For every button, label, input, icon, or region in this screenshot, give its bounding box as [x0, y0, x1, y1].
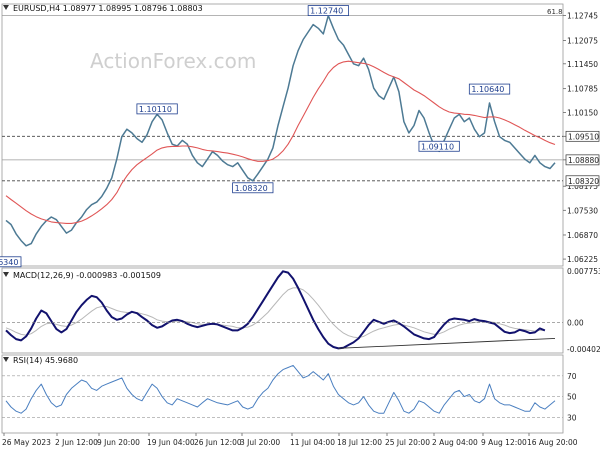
- x-tick-label: 2 Aug 04:00: [432, 438, 478, 447]
- price-line: [5, 14, 556, 247]
- macd-panel: [2, 270, 563, 350]
- macd-menu-icon[interactable]: [3, 272, 9, 277]
- price-annotation-box: [307, 5, 349, 16]
- x-tick-label: 26 Jun 12:00: [194, 438, 242, 447]
- x-tick-label: 19 Jun 04:00: [147, 438, 195, 447]
- price-frame: [1, 3, 564, 267]
- chart-menu-icon[interactable]: [3, 5, 9, 10]
- x-tick-label: 9 Aug 12:00: [481, 438, 527, 447]
- price-tick-label: 1.10785: [567, 85, 598, 94]
- macd-tick-label: 0.007753: [567, 267, 600, 276]
- moving-average-line: [5, 60, 556, 224]
- price-annotation-box: [468, 83, 511, 95]
- panel-frames: [1, 3, 564, 434]
- rsi-label: RSI(14) 45.9680: [13, 356, 78, 365]
- price-tick-label: 1.11450: [567, 60, 598, 69]
- x-tick-label: 9 Jun 20:00: [97, 438, 140, 447]
- price-tick-label: 1.07530: [567, 206, 598, 215]
- rsi-tick-label: 30: [567, 413, 577, 422]
- price-annotation-box: [418, 140, 460, 152]
- rsi-menu-icon[interactable]: [3, 357, 9, 362]
- price-annotation-box: [232, 182, 274, 194]
- x-tick-label: 2 Jun 12:00: [55, 438, 98, 447]
- price-tick-label: 1.12075: [567, 36, 598, 45]
- price-tick-label: 1.10150: [567, 108, 598, 117]
- x-tick-label: 26 May 2023: [2, 438, 51, 447]
- price-level-box: [565, 175, 600, 187]
- price-annotation-box: [136, 103, 178, 115]
- x-tick-label: 18 Jul 12:00: [337, 438, 382, 447]
- price-level-label: 1.08320: [568, 177, 599, 186]
- rsi-tick-label: 70: [567, 372, 577, 381]
- x-tick-label: 25 Jul 20:00: [385, 438, 430, 447]
- price-tick-label: 1.06870: [567, 231, 598, 240]
- x-tick-label: 11 Jul 04:00: [290, 438, 335, 447]
- price-annotation-label: 1.08320: [235, 184, 268, 193]
- rsi-tick-label: 50: [567, 393, 577, 402]
- rsi-panel: [2, 364, 563, 418]
- rsi-frame: [1, 354, 564, 434]
- axes: 1.12745 1.12075 1.11450 1.10785 1.10150 1.095…: [2, 11, 600, 447]
- price-annotation-label: 1.10640: [471, 85, 504, 94]
- watermark: ActionForex.com: [90, 49, 256, 73]
- price-level-box: [565, 130, 600, 142]
- macd-signal-line: [5, 287, 545, 339]
- price-annotation-label: 1.09110: [421, 142, 454, 151]
- price-tick-label: 1.06225: [567, 255, 598, 264]
- price-level-label: 1.09510: [568, 132, 599, 141]
- grid-lines: [2, 15, 563, 182]
- price-annotation-label: 1.10110: [139, 105, 172, 114]
- price-panel: [5, 14, 556, 247]
- macd-label: MACD(12,26,9) -0.000983 -0.001509: [13, 271, 161, 280]
- chart-title: EURUSD,H4 1.08977 1.08995 1.08796 1.0880…: [13, 4, 203, 13]
- macd-trendline: [338, 337, 556, 349]
- price-annotation-box: [0, 256, 22, 268]
- price-level-box: [565, 154, 600, 166]
- x-tick-label: 3 Jul 20:00: [240, 438, 280, 447]
- x-tick-label: 16 Aug 20:00: [527, 438, 578, 447]
- macd-line: [5, 270, 546, 350]
- fib-level-label: 61.8: [547, 8, 563, 16]
- rsi-line: [5, 364, 556, 414]
- price-tick-label: 1.12745: [567, 11, 598, 20]
- price-tick-label: 1.08175: [567, 182, 598, 191]
- macd-frame: [1, 267, 564, 354]
- price-annotation-label: 1.12740: [310, 7, 343, 16]
- price-level-label: 1.08880: [568, 156, 599, 165]
- macd-tick-label: 0.00: [567, 318, 584, 327]
